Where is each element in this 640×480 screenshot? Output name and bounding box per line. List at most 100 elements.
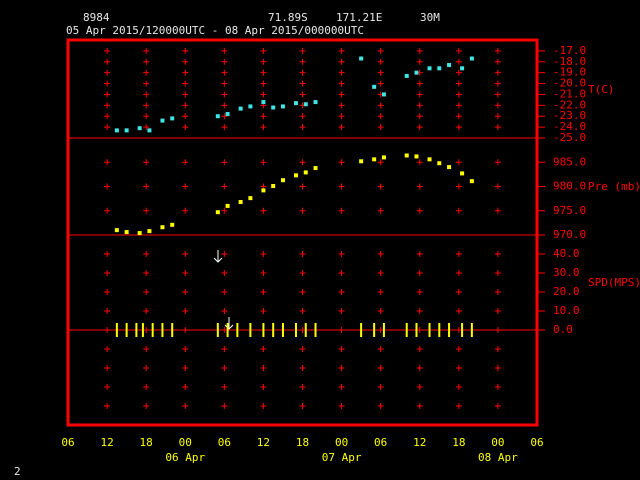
data-point [437, 66, 442, 71]
data-point [170, 116, 175, 121]
data-point [372, 84, 377, 89]
data-point [170, 222, 175, 227]
elevation: 30M [420, 11, 440, 24]
y-tick-label: 980.0 [553, 180, 586, 193]
y-tick-label: -21.0 [553, 87, 586, 100]
data-point [137, 231, 142, 236]
period: 05 Apr 2015/120000UTC - 08 Apr 2015/0000… [66, 24, 364, 37]
date-label: 08 Apr [478, 451, 518, 464]
data-point [313, 166, 318, 171]
y-tick-label: 985.0 [553, 155, 586, 168]
data-point [381, 155, 386, 160]
data-point [261, 100, 266, 105]
data-point [359, 56, 364, 61]
date-label: 07 Apr [322, 451, 362, 464]
y-tick-label: 30.0 [553, 266, 580, 279]
station-id: 8984 [83, 11, 110, 24]
y-tick-label: -18.0 [553, 55, 586, 68]
x-tick-label: 06 [218, 436, 231, 449]
data-point [381, 92, 386, 97]
data-point [460, 66, 465, 71]
data-point [271, 105, 276, 110]
longitude: 171.21E [336, 11, 382, 24]
data-point [404, 153, 409, 158]
page-number: 2 [14, 465, 21, 478]
y-tick-label: -20.0 [553, 77, 586, 90]
y-tick-label: -19.0 [553, 66, 586, 79]
x-tick-label: 18 [140, 436, 153, 449]
y-tick-label: 20.0 [553, 285, 580, 298]
data-point [293, 173, 298, 178]
x-tick-label: 12 [257, 436, 270, 449]
x-tick-label: 18 [452, 436, 465, 449]
data-point [114, 128, 119, 133]
data-point [124, 128, 129, 133]
x-tick-label: 06 [61, 436, 74, 449]
data-point [147, 229, 152, 234]
data-point [238, 200, 243, 205]
wind-arrow [224, 317, 234, 330]
data-point [427, 157, 432, 162]
x-tick-label: 12 [413, 436, 426, 449]
y-tick-label: 10.0 [553, 304, 580, 317]
y-tick-label: 970.0 [553, 228, 586, 241]
data-point [225, 112, 230, 117]
data-point [414, 154, 419, 159]
data-point [225, 203, 230, 208]
y-tick-label: -22.0 [553, 98, 586, 111]
x-tick-label: 00 [491, 436, 504, 449]
data-point [160, 225, 165, 230]
x-tick-label: 00 [179, 436, 192, 449]
data-point [261, 188, 266, 193]
plot-frame [66, 38, 539, 427]
y-tick-label: 0.0 [553, 323, 573, 336]
data-point [147, 128, 152, 133]
y-tick-label: 40.0 [553, 247, 580, 260]
y-tick-label: 975.0 [553, 204, 586, 217]
data-point [460, 171, 465, 176]
axis-title: T(C) [588, 83, 615, 96]
data-point [137, 126, 142, 131]
data-point [447, 165, 452, 170]
axis-title: Pre (mb) [588, 180, 640, 193]
data-point [248, 196, 253, 201]
data-point [293, 101, 298, 106]
data-point [280, 104, 285, 109]
y-tick-label: -24.0 [553, 120, 586, 133]
wind-arrow [213, 250, 223, 263]
date-label: 06 Apr [165, 451, 205, 464]
data-point [437, 161, 442, 166]
data-point [313, 100, 318, 105]
data-point [414, 70, 419, 75]
data-point [215, 114, 220, 119]
data-point [215, 210, 220, 215]
y-tick-label: -23.0 [553, 109, 586, 122]
data-point [372, 157, 377, 162]
x-tick-label: 12 [100, 436, 113, 449]
data-point [447, 63, 452, 68]
data-point [303, 170, 308, 175]
x-tick-label: 00 [335, 436, 348, 449]
data-point [248, 104, 253, 109]
x-tick-label: 18 [296, 436, 309, 449]
y-tick-label: -17.0 [553, 44, 586, 57]
data-point [124, 230, 129, 235]
data-point [359, 159, 364, 164]
x-tick-label: 06 [374, 436, 387, 449]
data-point [404, 73, 409, 78]
y-tick-label: -25.0 [553, 131, 586, 144]
data-point [238, 106, 243, 111]
x-tick-label: 06 [530, 436, 543, 449]
data-point [303, 102, 308, 107]
data-point [469, 179, 474, 184]
data-point [280, 178, 285, 183]
data-point [427, 66, 432, 71]
data-point [114, 228, 119, 233]
data-point [271, 184, 276, 189]
latitude: 71.89S [268, 11, 308, 24]
axis-title: SPD(MPS) [588, 276, 640, 289]
data-point [469, 56, 474, 61]
data-point [160, 118, 165, 123]
